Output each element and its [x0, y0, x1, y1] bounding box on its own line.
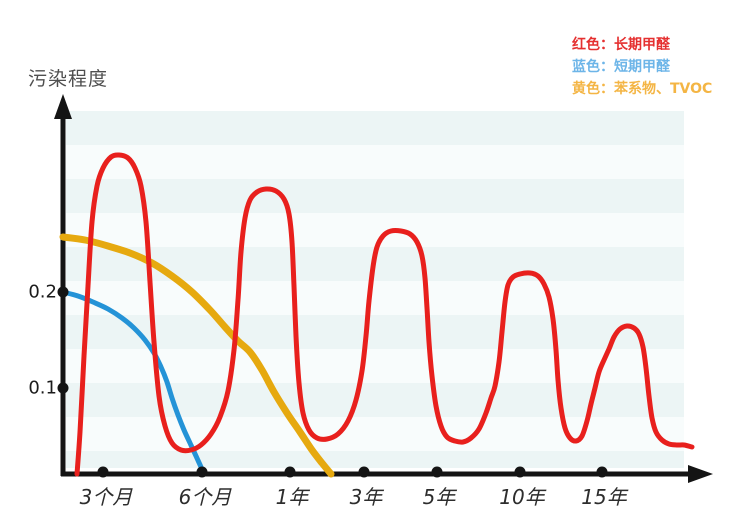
- curve-yellow: [59, 233, 335, 478]
- y-tick-dot-0.2: [57, 286, 69, 298]
- x-label-3months: 3个月: [79, 485, 133, 509]
- y-tick-label-02: 0.2: [28, 281, 57, 303]
- x-tick-dot-2: [284, 466, 296, 478]
- series-curves: [59, 152, 695, 478]
- legend-item-yellow: 黄色：苯系物、TVOC: [572, 81, 713, 97]
- x-tick-dot-4: [431, 466, 443, 478]
- x-axis-arrow-icon: [688, 465, 713, 483]
- x-tick-dot-0: [97, 466, 109, 478]
- legend-item-red: 红色：长期甲醛: [572, 37, 670, 53]
- x-label-1year: 1年: [275, 485, 309, 509]
- legend-item-blue: 蓝色：短期甲醛: [572, 59, 670, 75]
- x-tick-dot-3: [358, 466, 370, 478]
- x-label-3years: 3年: [349, 485, 383, 509]
- curve-blue: [60, 289, 206, 476]
- x-label-10years: 10年: [499, 485, 545, 509]
- x-label-5years: 5年: [422, 485, 456, 509]
- curve-red: [74, 152, 695, 477]
- x-axis: [61, 465, 713, 483]
- plot-background: [66, 111, 684, 468]
- legend: 红色：长期甲醛 蓝色：短期甲醛 黄色：苯系物、TVOC: [572, 34, 712, 100]
- x-label-15years: 15年: [581, 485, 627, 509]
- x-tick-dot-1: [196, 466, 208, 478]
- axis-tick-dots: [57, 286, 608, 478]
- y-axis-title: 污染程度: [28, 68, 109, 90]
- x-label-6months: 6个月: [178, 485, 232, 509]
- y-tick-dot-0.1: [57, 382, 69, 394]
- x-tick-dot-6: [596, 466, 608, 478]
- y-axis-arrow-icon: [54, 94, 72, 119]
- y-tick-label-01: 0.1: [28, 377, 57, 399]
- x-tick-dot-5: [514, 466, 526, 478]
